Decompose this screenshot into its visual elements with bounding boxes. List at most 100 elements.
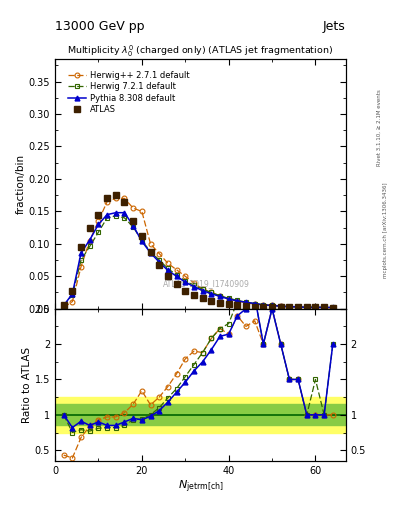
Pythia 8.308 default xyxy=(226,296,231,302)
Pythia 8.308 default xyxy=(235,298,240,304)
ATLAS xyxy=(218,300,222,306)
Herwig++ 2.7.1 default xyxy=(278,303,283,309)
Herwig++ 2.7.1 default xyxy=(122,196,127,202)
Pythia 8.308 default xyxy=(183,279,187,285)
ATLAS xyxy=(140,233,144,239)
Herwig++ 2.7.1 default xyxy=(165,260,170,266)
ATLAS xyxy=(165,273,170,280)
Herwig++ 2.7.1 default xyxy=(105,199,110,205)
Pythia 8.308 default xyxy=(261,302,266,308)
Herwig 7.2.1 default xyxy=(174,272,179,278)
Herwig++ 2.7.1 default xyxy=(148,241,153,247)
Herwig++ 2.7.1 default xyxy=(79,264,83,270)
ATLAS xyxy=(270,304,274,310)
Herwig 7.2.1 default xyxy=(114,213,118,219)
Herwig++ 2.7.1 default xyxy=(96,218,101,224)
Text: mcplots.cern.ch [arXiv:1306.3436]: mcplots.cern.ch [arXiv:1306.3436] xyxy=(383,183,387,278)
Line: Pythia 8.308 default: Pythia 8.308 default xyxy=(61,210,335,310)
Herwig++ 2.7.1 default xyxy=(305,304,309,310)
Herwig 7.2.1 default xyxy=(313,304,318,310)
Pythia 8.308 default xyxy=(148,250,153,256)
Herwig 7.2.1 default xyxy=(209,289,214,295)
Herwig++ 2.7.1 default xyxy=(70,298,75,305)
Herwig++ 2.7.1 default xyxy=(331,305,335,311)
Legend: Herwig++ 2.7.1 default, Herwig 7.2.1 default, Pythia 8.308 default, ATLAS: Herwig++ 2.7.1 default, Herwig 7.2.1 def… xyxy=(65,68,192,117)
Pythia 8.308 default xyxy=(313,304,318,310)
Herwig 7.2.1 default xyxy=(131,224,136,230)
Herwig 7.2.1 default xyxy=(235,297,240,303)
Title: Multiplicity $\lambda_0^0$ (charged only) (ATLAS jet fragmentation): Multiplicity $\lambda_0^0$ (charged only… xyxy=(68,44,333,59)
Pythia 8.308 default xyxy=(174,273,179,280)
Herwig 7.2.1 default xyxy=(278,303,283,309)
Herwig++ 2.7.1 default xyxy=(296,304,301,310)
ATLAS xyxy=(183,287,187,293)
Pythia 8.308 default xyxy=(270,303,274,309)
Pythia 8.308 default xyxy=(96,221,101,227)
Herwig 7.2.1 default xyxy=(148,248,153,254)
Pythia 8.308 default xyxy=(296,304,301,310)
Line: Herwig++ 2.7.1 default: Herwig++ 2.7.1 default xyxy=(61,196,335,310)
Herwig++ 2.7.1 default xyxy=(114,196,118,202)
Y-axis label: Ratio to ATLAS: Ratio to ATLAS xyxy=(22,347,32,423)
Herwig++ 2.7.1 default xyxy=(200,286,205,292)
Herwig 7.2.1 default xyxy=(305,304,309,310)
ATLAS xyxy=(122,199,127,205)
ATLAS xyxy=(287,304,292,310)
Herwig++ 2.7.1 default xyxy=(209,289,214,295)
Herwig 7.2.1 default xyxy=(79,257,83,263)
Pythia 8.308 default xyxy=(331,304,335,310)
ATLAS xyxy=(157,262,162,268)
ATLAS xyxy=(131,218,136,224)
Herwig 7.2.1 default xyxy=(191,282,196,288)
Herwig++ 2.7.1 default xyxy=(226,296,231,302)
Herwig++ 2.7.1 default xyxy=(218,293,222,299)
ATLAS xyxy=(174,281,179,287)
Herwig++ 2.7.1 default xyxy=(322,304,327,310)
Herwig 7.2.1 default xyxy=(226,295,231,302)
Herwig++ 2.7.1 default xyxy=(191,280,196,286)
Pythia 8.308 default xyxy=(79,250,83,256)
Herwig 7.2.1 default xyxy=(322,304,327,310)
ATLAS xyxy=(244,303,248,309)
Herwig 7.2.1 default xyxy=(261,302,266,308)
ATLAS xyxy=(87,225,92,231)
Pythia 8.308 default xyxy=(87,237,92,243)
Herwig 7.2.1 default xyxy=(296,304,301,310)
X-axis label: $N_{\mathrm{jetrm[ch]}}$: $N_{\mathrm{jetrm[ch]}}$ xyxy=(178,478,223,495)
Herwig 7.2.1 default xyxy=(105,215,110,221)
ATLAS xyxy=(96,211,101,218)
Herwig++ 2.7.1 default xyxy=(174,267,179,273)
ATLAS xyxy=(148,248,153,254)
Herwig++ 2.7.1 default xyxy=(244,300,248,306)
Pythia 8.308 default xyxy=(244,299,248,305)
ATLAS xyxy=(296,304,301,310)
ATLAS xyxy=(322,304,327,310)
Herwig 7.2.1 default xyxy=(157,257,162,263)
Text: ATLAS_2019_I1740909: ATLAS_2019_I1740909 xyxy=(163,279,250,288)
ATLAS xyxy=(114,192,118,198)
Herwig 7.2.1 default xyxy=(287,304,292,310)
Pythia 8.308 default xyxy=(114,209,118,216)
Pythia 8.308 default xyxy=(322,304,327,310)
Pythia 8.308 default xyxy=(105,211,110,218)
Herwig++ 2.7.1 default xyxy=(61,304,66,310)
ATLAS xyxy=(191,292,196,298)
ATLAS xyxy=(278,304,283,310)
Y-axis label: fraction/bin: fraction/bin xyxy=(16,154,26,214)
Pythia 8.308 default xyxy=(200,287,205,293)
ATLAS xyxy=(305,304,309,310)
Herwig++ 2.7.1 default xyxy=(235,298,240,304)
Herwig 7.2.1 default xyxy=(218,293,222,299)
ATLAS xyxy=(235,303,240,309)
Pythia 8.308 default xyxy=(209,291,214,297)
ATLAS xyxy=(70,287,75,293)
ATLAS xyxy=(209,298,214,304)
Pythia 8.308 default xyxy=(165,267,170,273)
Herwig 7.2.1 default xyxy=(61,303,66,309)
Herwig++ 2.7.1 default xyxy=(252,301,257,307)
ATLAS xyxy=(226,301,231,307)
Pythia 8.308 default xyxy=(218,293,222,300)
Herwig 7.2.1 default xyxy=(331,304,335,310)
Herwig++ 2.7.1 default xyxy=(261,302,266,308)
Line: ATLAS: ATLAS xyxy=(61,193,336,311)
